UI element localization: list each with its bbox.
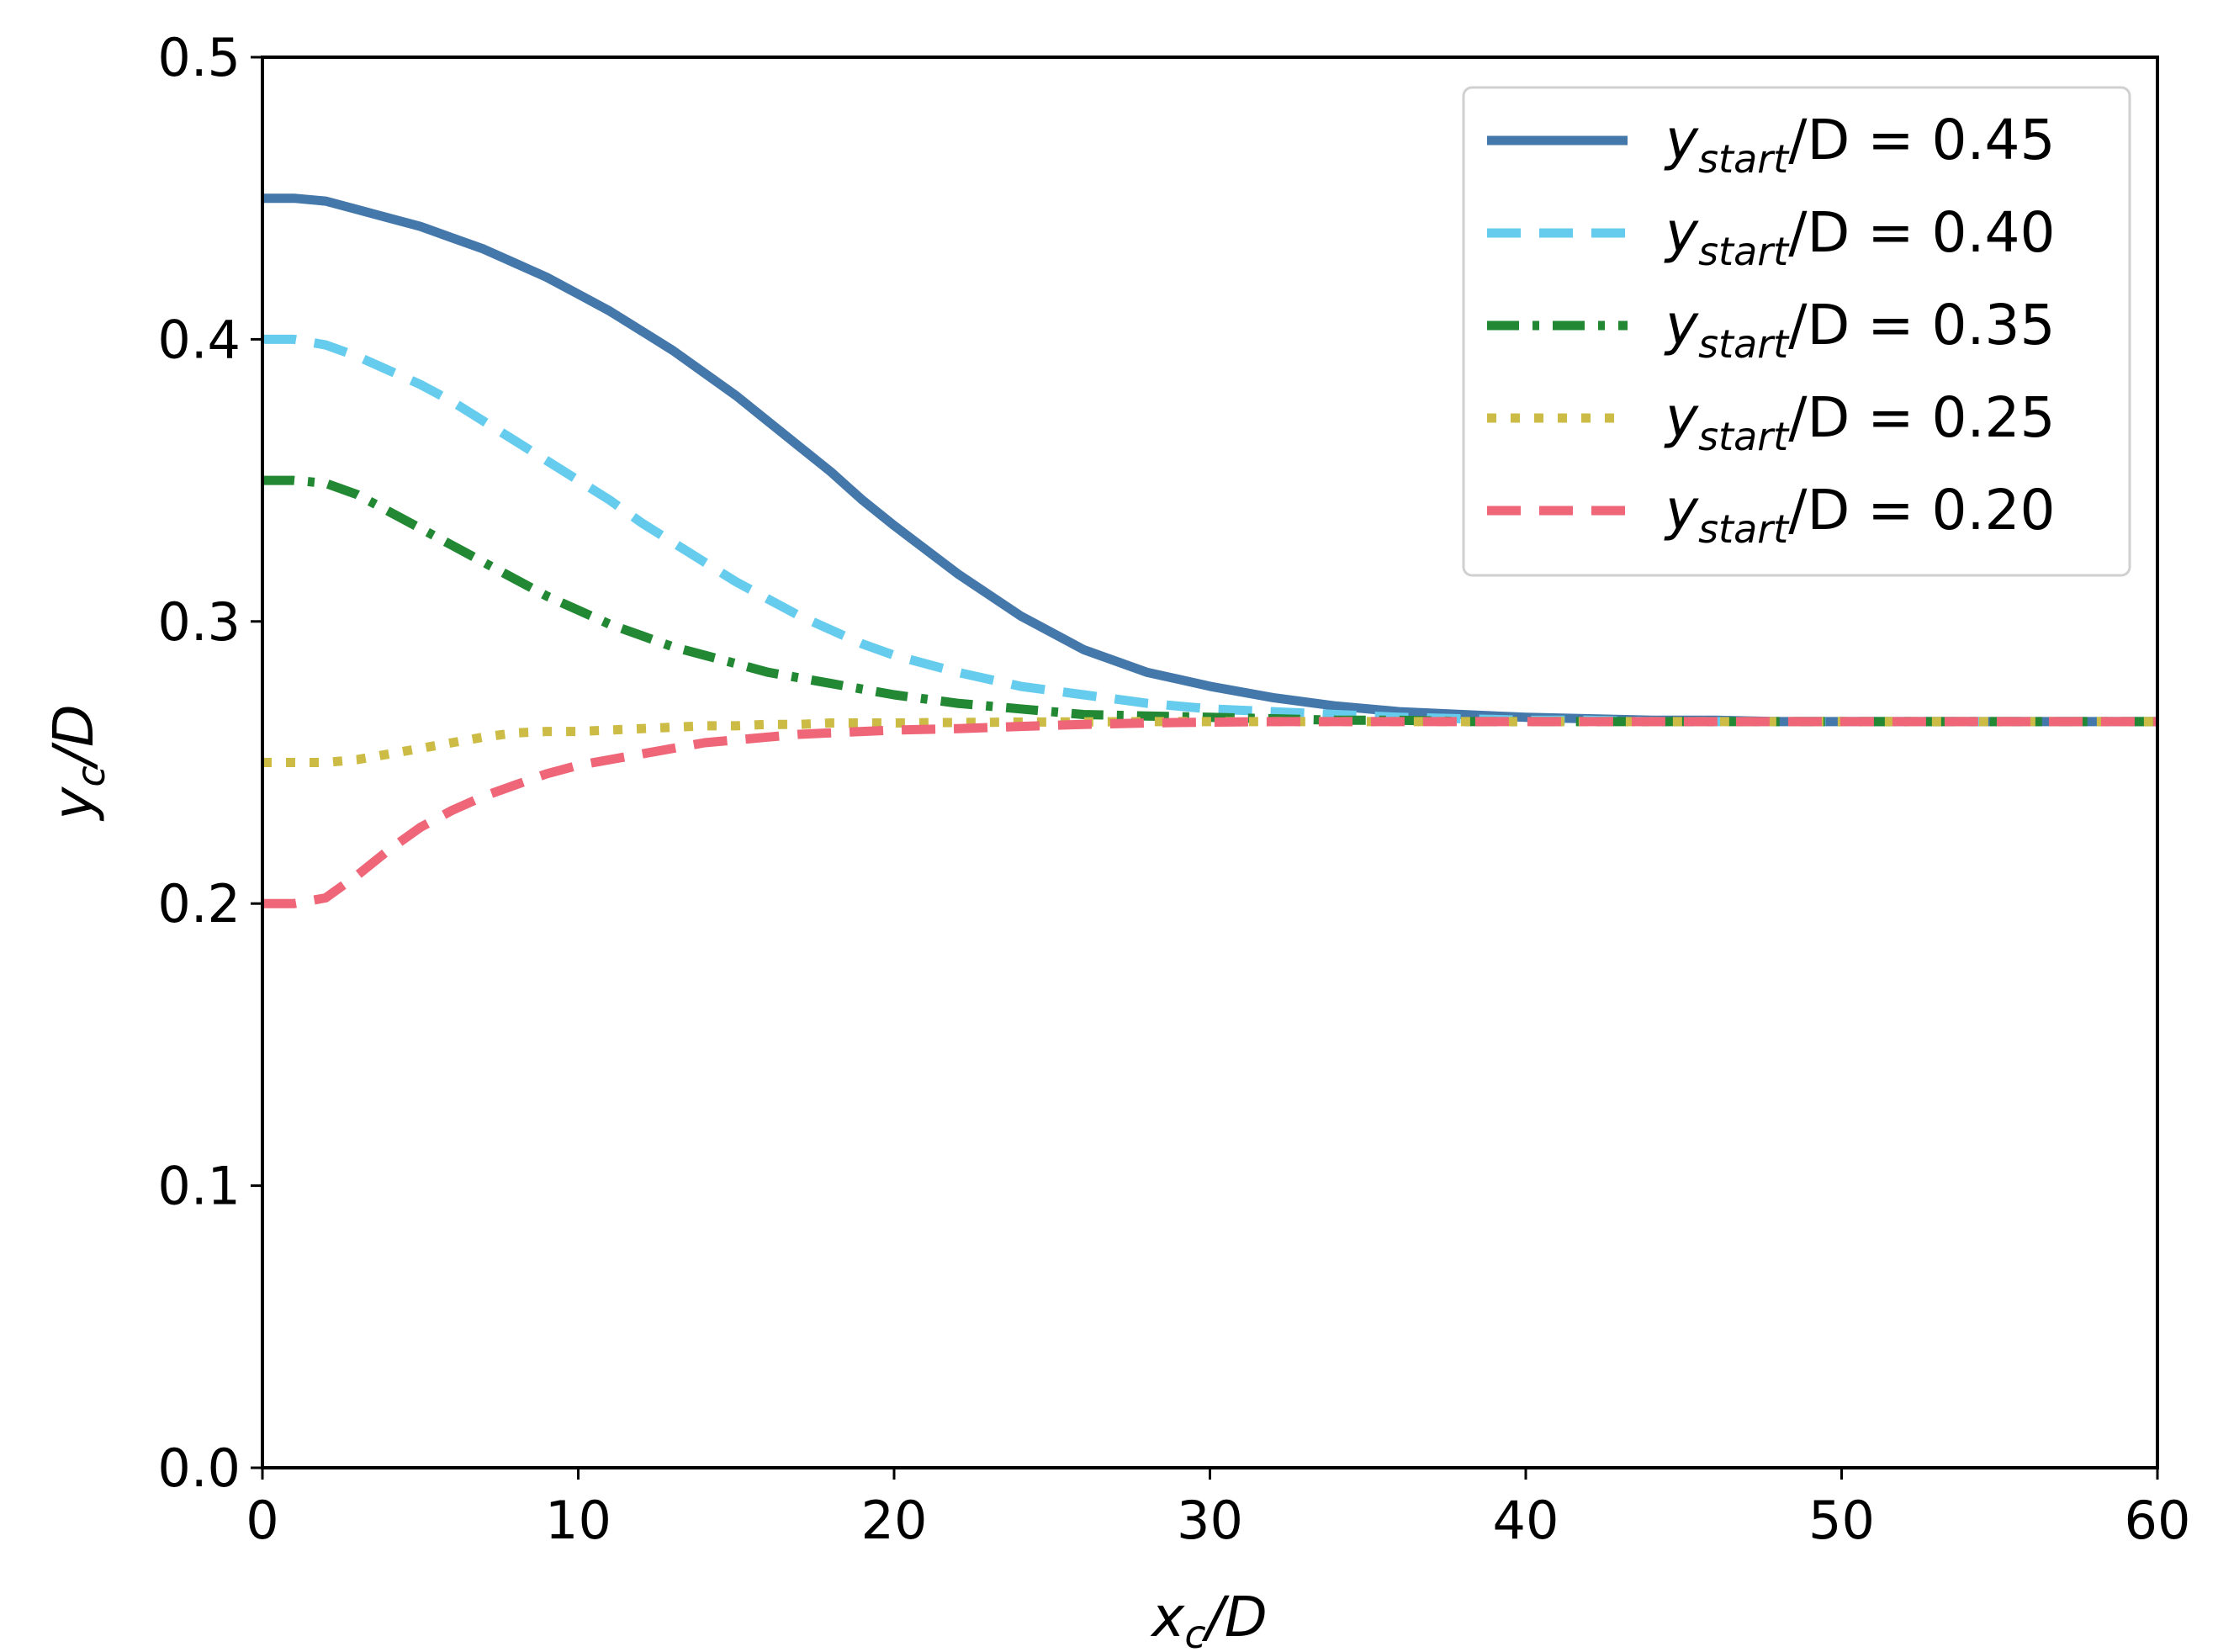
series-line-4	[262, 717, 2157, 767]
legend-label-base: y	[1664, 108, 1699, 172]
legend-label-5: ystart/D = 0.20	[1664, 478, 2055, 552]
legend-label-3: ystart/D = 0.35	[1664, 293, 2055, 367]
x-axis-label: xc/D	[1150, 1585, 1267, 1652]
y-axis-label-rest: /D	[41, 704, 106, 770]
y-tick-label: 0.5	[157, 27, 241, 88]
y-tick-label: 0.1	[157, 1156, 241, 1217]
ticks-layer: 0 10 20 30 40 50 60 0.0 0.1 0.2 0.3 0.4 0.5	[157, 27, 2190, 1551]
legend-label-sub: start	[1698, 229, 1790, 274]
series-line-5	[262, 717, 2157, 908]
x-tick-label: 50	[1808, 1490, 1875, 1551]
legend-label-sub: start	[1698, 136, 1790, 182]
legend-label-base: y	[1664, 293, 1699, 357]
legend-label-2: ystart/D = 0.40	[1664, 200, 2055, 274]
legend-label-4: ystart/D = 0.25	[1664, 385, 2055, 459]
x-tick-label: 10	[545, 1490, 611, 1551]
legend-label-sub: start	[1698, 414, 1790, 459]
series-layer	[262, 193, 2157, 908]
x-axis-label-rest: /D	[1202, 1585, 1268, 1649]
series-line-2	[262, 334, 2157, 727]
legend-label-base: y	[1664, 478, 1699, 543]
x-tick-label: 40	[1493, 1490, 1559, 1551]
x-axis-label-sub: c	[1184, 1612, 1205, 1652]
legend-label-rest: /D = 0.25	[1788, 385, 2055, 450]
y-axis-label-base: y	[41, 786, 106, 822]
y-axis-label-sub: c	[68, 765, 114, 786]
y-tick-label: 0.2	[157, 873, 241, 935]
legend-label-1: ystart/D = 0.45	[1664, 108, 2055, 182]
y-tick-label: 0.0	[157, 1438, 241, 1499]
legend-label-base: y	[1664, 200, 1699, 265]
legend-label-sub: start	[1698, 506, 1790, 552]
legend-label-base: y	[1664, 385, 1699, 450]
x-tick-label: 30	[1177, 1490, 1243, 1551]
x-tick-label: 0	[246, 1490, 278, 1551]
x-axis-label-base: x	[1150, 1585, 1185, 1649]
legend-box	[1462, 86, 2131, 577]
y-tick-label: 0.3	[157, 591, 241, 653]
x-tick-label: 60	[2125, 1490, 2191, 1551]
legend-label-rest: /D = 0.35	[1788, 293, 2055, 357]
y-axis-label: yc/D	[41, 704, 114, 821]
legend-label-rest: /D = 0.40	[1788, 200, 2055, 265]
legend-label-rest: /D = 0.20	[1788, 478, 2055, 543]
x-tick-label: 20	[861, 1490, 928, 1551]
y-tick-label: 0.4	[157, 309, 241, 370]
legend-label-rest: /D = 0.45	[1788, 108, 2055, 172]
legend-label-sub: start	[1698, 321, 1790, 367]
